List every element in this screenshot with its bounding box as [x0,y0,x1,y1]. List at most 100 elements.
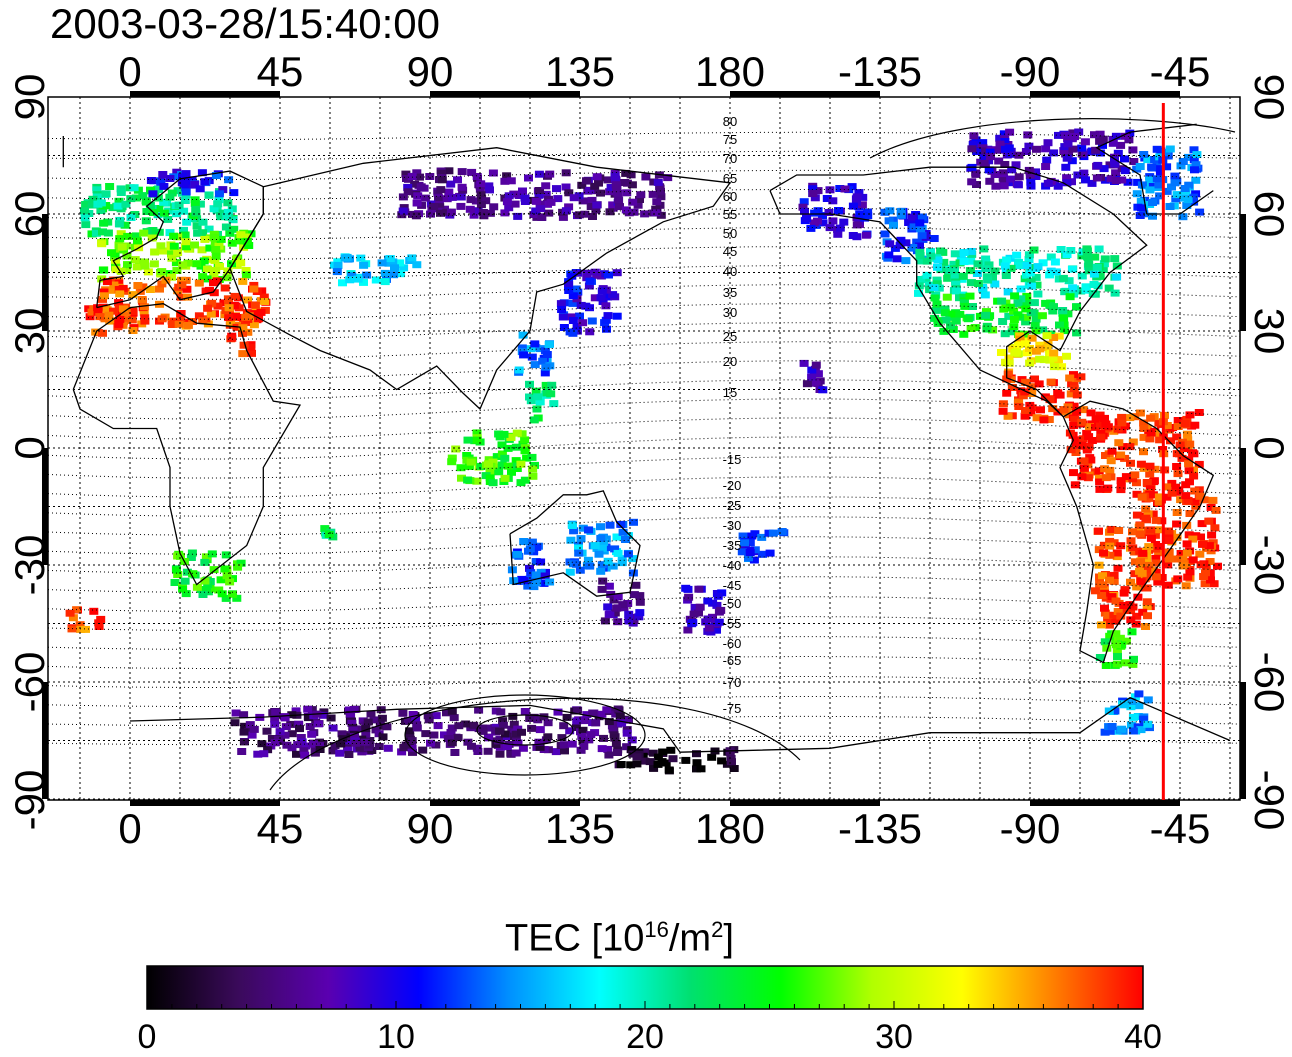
tec-cell [154,205,164,212]
tec-cell [193,229,203,237]
tec-cell [652,198,662,206]
tec-cell [1107,593,1117,601]
tec-cell [1071,441,1081,449]
tec-cell [1201,569,1210,577]
tec-cell [114,320,124,328]
tec-cell [1126,537,1136,545]
tec-cell [1018,392,1028,400]
tec-cell [560,747,569,755]
tec-cell [512,429,522,437]
tec-cell [1050,258,1060,266]
tec-cell [489,203,499,211]
tec-cell [484,182,494,190]
tec-cell [476,462,486,470]
contour-line [47,150,1241,161]
contour-label: 25 [723,329,737,344]
tec-cell [1072,303,1081,311]
tec-cell [966,257,976,265]
tec-cell [971,170,981,178]
tec-cell [1006,175,1016,183]
tec-cell [259,293,269,301]
tec-cell [1060,131,1070,139]
tec-cell [485,468,495,476]
tec-cell [1189,146,1199,154]
tec-cell [683,626,693,634]
tec-cell [1133,593,1143,601]
tec-cell [1164,537,1174,544]
tec-cell [727,758,736,766]
tec-cell [223,208,233,216]
tec-cell [142,208,152,215]
tec-cell [641,173,651,181]
tec-cell [1155,436,1165,444]
tec-cell [1190,166,1199,174]
tec-cell [225,578,235,586]
tec-cell [92,186,102,194]
tec-cell [632,760,642,768]
tec-cell [1172,520,1182,528]
contour-pole-outer [269,697,801,791]
tec-cell [1087,437,1097,444]
tec-cell [596,294,606,302]
tec-cell [1139,425,1149,432]
tec-cell [1155,170,1165,178]
tec-cell [472,436,482,444]
tec-cell [116,230,126,238]
tec-cell [854,189,864,197]
tec-cell [307,730,317,738]
tec-cell [416,183,426,191]
tec-cell [1067,265,1077,273]
tec-cell [651,209,661,217]
tec-cell [140,262,150,270]
tec-cell [567,740,577,748]
tec-cell [1025,172,1035,180]
tec-cell [931,306,941,314]
tec-cell [1098,581,1108,589]
tec-cell [1065,374,1075,382]
tec-cell [1189,198,1199,206]
tec-cell [692,750,701,758]
tec-cell [454,722,464,730]
tec-cell [507,468,516,476]
tec-cell [254,315,264,323]
tec-cell [204,191,214,199]
tec-cell [108,286,118,294]
tec-cell [465,205,475,213]
lat-tick-label-right: -30 [1246,535,1292,596]
tec-cell [192,583,202,591]
tec-cell [130,256,140,264]
tec-cell [933,256,943,264]
tec-cell [436,209,446,217]
tec-cell [587,196,597,204]
frame-tick-bar [430,91,580,97]
tec-cell [610,734,620,742]
tec-cell [1152,175,1162,183]
tec-cell [249,281,259,289]
tec-cell [1027,334,1037,342]
tec-cell [535,187,544,194]
tec-cell [597,585,607,593]
tec-cell [1092,263,1102,271]
tec-cell [559,741,569,749]
tec-cell [447,739,457,747]
tec-cell [390,264,399,272]
tec-cell [561,207,571,215]
tec-cell [1113,564,1123,572]
tec-region-argentina [1090,526,1156,630]
tec-cell [1076,373,1086,381]
lon-tick-label-top: 90 [407,48,454,95]
tec-cell [884,251,894,259]
tec-cell [597,544,607,552]
tec-cell [133,282,143,289]
tec-cell [129,184,139,192]
tec-cell [1089,281,1099,288]
tec-cell [1021,313,1031,321]
contour-label: -40 [723,558,742,573]
tec-cell [1178,213,1188,221]
tec-cell [1064,149,1074,157]
tec-cell [596,534,606,542]
tec-cell [1090,131,1099,139]
tec-cell [407,173,417,180]
tec-cell [407,254,417,262]
tec-cell [1195,208,1205,216]
